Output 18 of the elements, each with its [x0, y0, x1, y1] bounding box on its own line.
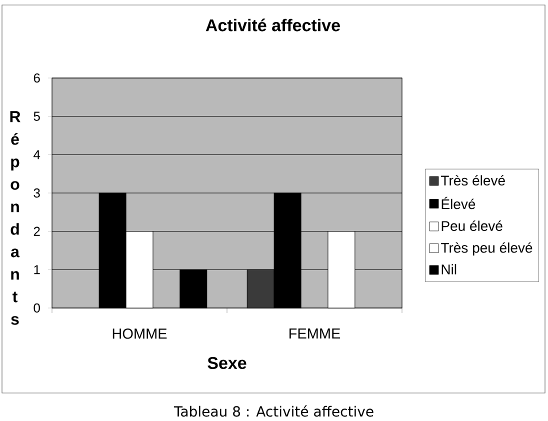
y-tick-label: 3 [34, 188, 40, 198]
legend-label: Très élevé [441, 175, 505, 186]
x-axis-title: Sexe [208, 356, 246, 370]
legend-label: Peu élevé [442, 220, 502, 231]
y-tick-label: 5 [34, 112, 40, 121]
y-tick-label: 6 [34, 73, 40, 83]
y-tick-label: 1 [34, 265, 40, 274]
legend-label: Nil [442, 264, 456, 274]
x-tick-label: HOMME [112, 328, 167, 339]
x-tick-label: FEMME [290, 328, 340, 339]
chart-title: Activité affective [206, 18, 340, 32]
legend-label: Très peu élevé [441, 242, 532, 256]
text: Répondants [10, 111, 20, 325]
text: Tableau 8 : Activité affective [174, 405, 374, 417]
y-tick-label: 0 [34, 303, 40, 313]
y-tick-label: 2 [34, 226, 40, 236]
legend-label: Élevé [442, 196, 476, 210]
y-tick-label: 4 [34, 150, 40, 160]
